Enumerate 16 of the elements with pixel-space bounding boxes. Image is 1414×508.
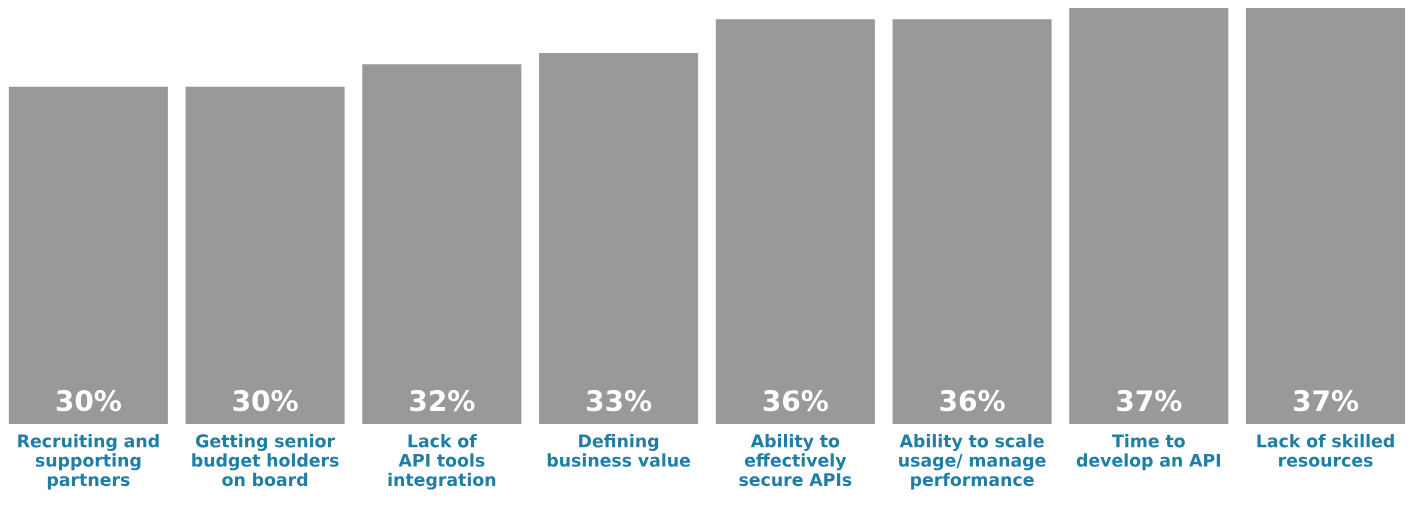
data-label: 37% xyxy=(1293,390,1359,412)
x-tick-label: Lack of API tools integration xyxy=(388,434,496,490)
data-label: 33% xyxy=(586,390,652,412)
data-label: 36% xyxy=(763,390,828,412)
x-tick-label: Getting senior budget holders on board xyxy=(192,434,339,487)
data-label: 37% xyxy=(1117,390,1182,412)
x-tick-label: Time to develop an API xyxy=(1076,434,1221,471)
x-tick-label: Defining business value xyxy=(547,434,691,467)
data-label: 32% xyxy=(410,390,475,412)
data-label: 30% xyxy=(233,390,298,412)
x-tick-label: Ability to scale usage/ manage performance xyxy=(899,434,1046,490)
data-label: 30% xyxy=(56,390,121,412)
data-label: 36% xyxy=(940,390,1005,412)
x-tick-label: Recruiting and supporting partners xyxy=(18,434,159,490)
x-tick-label: Lack of skilled resources xyxy=(1257,434,1394,467)
x-tick-label: Ability to effectively secure APIs xyxy=(739,434,852,487)
